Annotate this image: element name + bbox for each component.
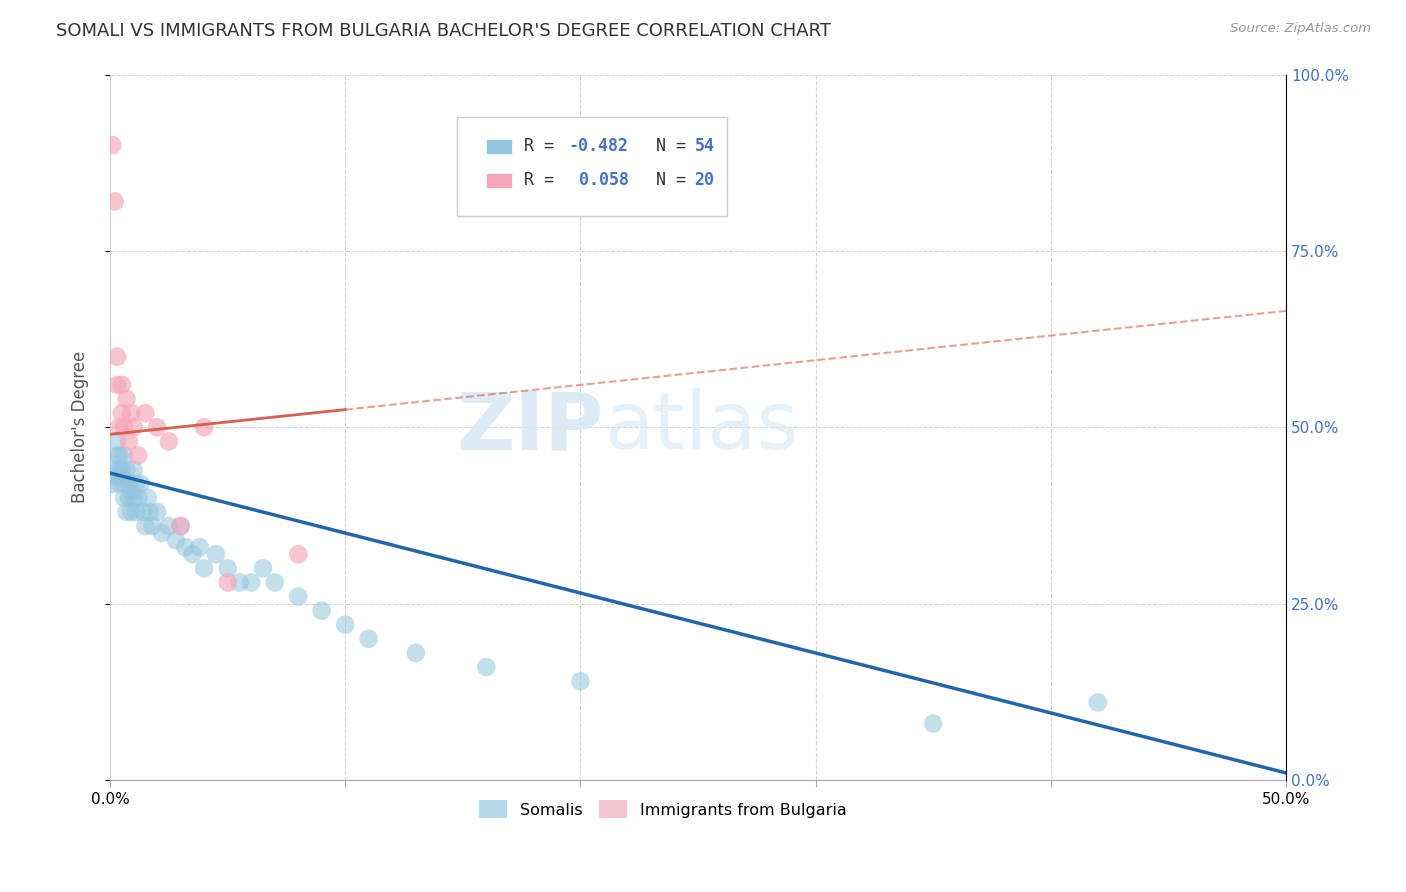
Point [188,540,211,554]
Point [111,378,134,392]
Point [105,350,128,364]
Point [108,420,131,434]
Bar [486,172,512,188]
Point [228,575,250,590]
Text: atlas: atlas [605,388,799,467]
Text: 0.058: 0.058 [568,171,628,189]
Point [139,505,162,519]
Point [287,590,309,604]
Point [122,420,145,434]
Point [111,469,134,483]
Point [263,575,285,590]
Text: -0.482: -0.482 [568,137,628,155]
Point [311,604,333,618]
Point [240,575,263,590]
Point [127,491,149,505]
Point [217,575,239,590]
Point [475,660,498,674]
Point [108,476,131,491]
Point [205,547,228,561]
Point [252,561,274,575]
Point [101,138,124,153]
Point [118,476,141,491]
Text: N =: N = [636,137,696,155]
Text: R =: R = [524,137,564,155]
Point [146,505,169,519]
Point [111,406,134,420]
Point [335,617,357,632]
Bar [486,139,512,154]
Text: N =: N = [636,171,696,189]
Point [157,434,180,449]
Point [111,462,134,476]
Point [181,547,204,561]
Point [193,561,215,575]
Point [120,483,142,498]
Point [134,519,156,533]
Point [108,449,131,463]
Point [105,434,128,449]
Point [1087,695,1109,709]
Point [115,505,138,519]
Point [169,519,191,533]
Point [112,449,135,463]
Point [217,561,239,575]
Y-axis label: Bachelor's Degree: Bachelor's Degree [72,351,89,503]
Point [287,547,309,561]
Point [125,476,148,491]
Point [146,420,169,434]
Point [136,491,159,505]
Point [174,540,197,554]
Point [112,420,135,434]
Point [104,194,127,209]
Point [193,420,215,434]
Point [104,469,127,483]
Text: SOMALI VS IMMIGRANTS FROM BULGARIA BACHELOR'S DEGREE CORRELATION CHART: SOMALI VS IMMIGRANTS FROM BULGARIA BACHE… [56,22,831,40]
Point [105,449,128,463]
FancyBboxPatch shape [457,117,727,216]
Point [157,519,180,533]
Point [405,646,427,660]
Point [120,406,142,420]
Text: Source: ZipAtlas.com: Source: ZipAtlas.com [1230,22,1371,36]
Point [134,406,156,420]
Point [922,716,945,731]
Point [115,462,138,476]
Point [118,434,141,449]
Point [122,491,145,505]
Point [112,491,135,505]
Legend: Somalis, Immigrants from Bulgaria: Somalis, Immigrants from Bulgaria [472,794,853,825]
Point [129,476,152,491]
Point [169,519,191,533]
Point [104,462,127,476]
Point [122,462,145,476]
Point [108,462,131,476]
Point [112,476,135,491]
Point [165,533,187,547]
Text: 20: 20 [695,171,714,189]
Point [357,632,380,646]
Text: ZIP: ZIP [457,388,605,467]
Point [141,519,163,533]
Text: 54: 54 [695,137,714,155]
Point [132,505,155,519]
Point [101,476,124,491]
Point [118,491,141,505]
Point [125,505,148,519]
Point [127,449,149,463]
Point [115,392,138,406]
Point [120,505,142,519]
Point [569,674,592,689]
Text: R =: R = [524,171,564,189]
Point [150,526,173,541]
Point [105,378,128,392]
